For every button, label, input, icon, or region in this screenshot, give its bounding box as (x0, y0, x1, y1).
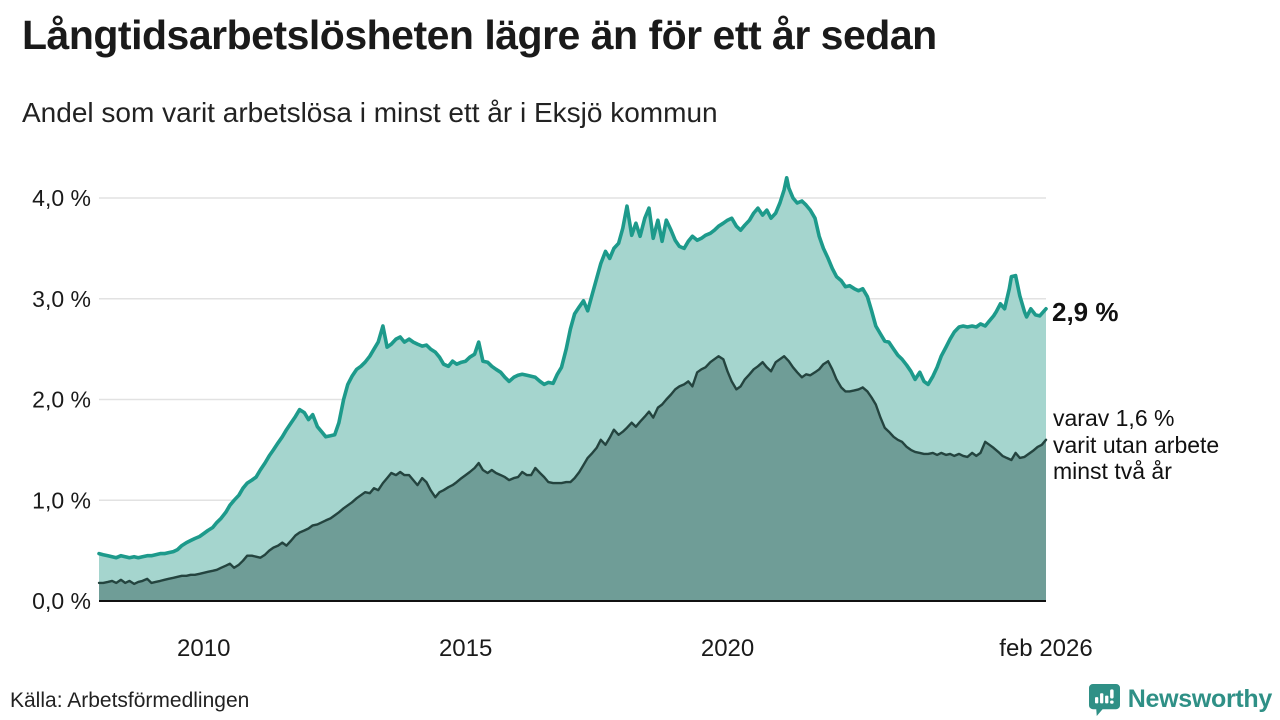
source-label: Källa: Arbetsförmedlingen (10, 689, 250, 712)
subset-annotation-line-1: varav 1,6 % (1053, 405, 1175, 431)
newsworthy-icon (1088, 683, 1120, 716)
x-tick-label: 2010 (177, 635, 230, 662)
y-tick-label: 1,0 % (32, 487, 91, 513)
page-title: Långtidsarbetslösheten lägre än för ett … (22, 12, 937, 58)
series-line-two-years (97, 355, 1048, 586)
subset-annotation: varav 1,6 % varit utan arbete minst två … (1053, 405, 1278, 485)
chart-subtitle: Andel som varit arbetslösa i minst ett å… (22, 97, 718, 128)
subset-annotation-line-2: varit utan arbete (1053, 431, 1220, 458)
newsworthy-logo[interactable]: Newsworthy (1088, 682, 1273, 716)
y-tick-label: 3,0 % (32, 286, 91, 312)
subset-annotation-line-3: minst två år (1053, 458, 1172, 484)
newsworthy-wordmark: Newsworthy (1127, 684, 1273, 713)
x-tick-label: 2020 (701, 635, 754, 662)
x-tick-label: 2015 (439, 635, 492, 662)
y-tick-label: 2,0 % (32, 387, 91, 413)
series-line-one-year (97, 176, 1048, 560)
y-tick-label: 0,0 % (32, 588, 91, 614)
y-tick-label: 4,0 % (32, 185, 91, 211)
x-tick-label: feb 2026 (999, 635, 1092, 662)
series-area-two-years (99, 356, 1046, 601)
latest-value-label: 2,9 % (1052, 297, 1119, 327)
